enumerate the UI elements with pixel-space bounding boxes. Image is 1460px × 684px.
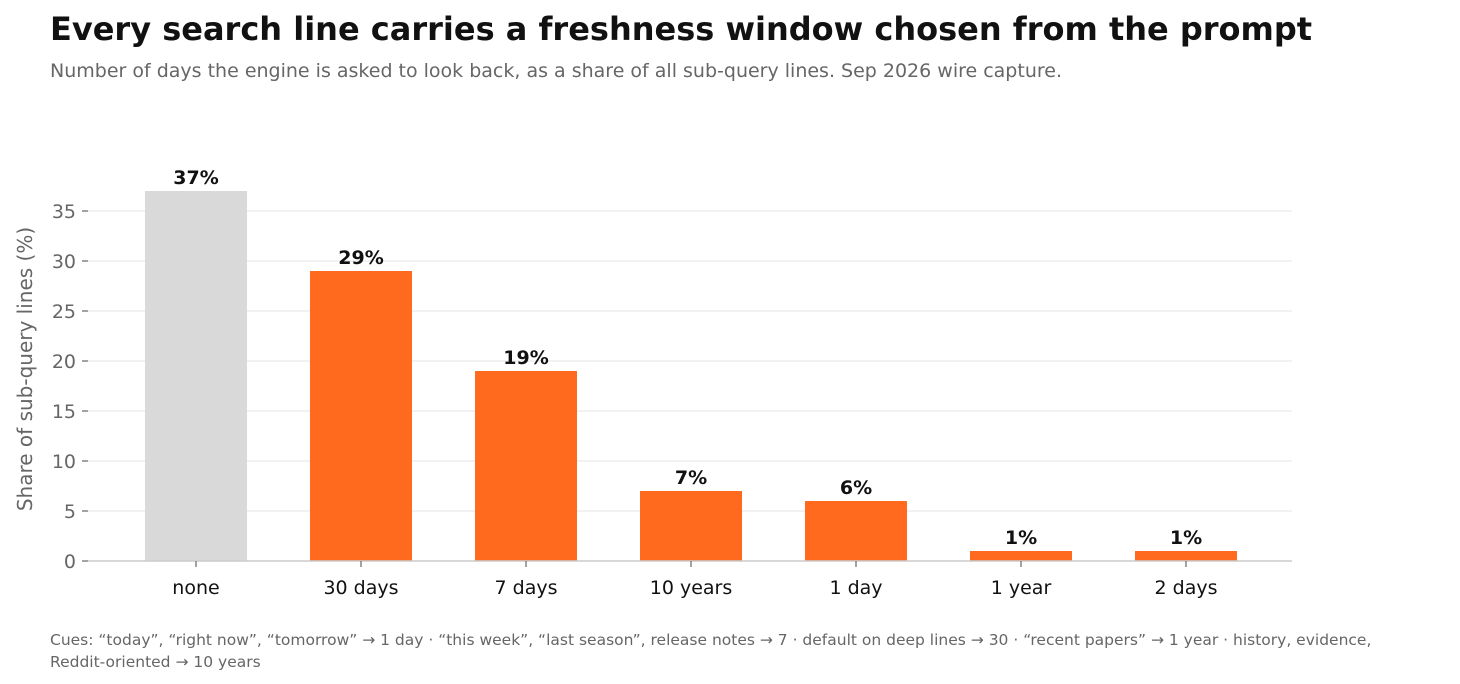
bars (145, 191, 1237, 561)
x-axis-ticks: none 30 days 7 days 10 years 1 day 1 year 2 da… (172, 561, 1217, 599)
chart-caption: Cues: “today”, “right now”, “tomorrow” →… (50, 631, 1372, 671)
bar-value-label: 19% (503, 347, 548, 369)
chart-title: Every search line carries a freshness wi… (50, 10, 1313, 48)
chart-subtitle: Number of days the engine is asked to lo… (50, 60, 1062, 82)
y-tick-label: 15 (52, 401, 76, 423)
y-tick-label: 10 (52, 451, 76, 473)
y-tick-label: 35 (52, 201, 76, 223)
x-tick-label: 7 days (495, 577, 558, 599)
gridlines (88, 210, 1292, 512)
x-tick-label: 10 years (650, 577, 733, 599)
y-tick-label: 25 (52, 301, 76, 323)
x-tick-label: none (172, 577, 219, 599)
bar-1-day (805, 501, 907, 561)
bar-30-days (310, 271, 412, 561)
bar-value-labels: 37% 29% 19% 7% 6% 1% 1% (173, 167, 1202, 549)
bar-2-days (1135, 551, 1237, 561)
x-tick-label: 1 day (829, 577, 882, 599)
x-tick-label: 1 year (991, 577, 1052, 599)
bar-7-days (475, 371, 577, 561)
bar-value-label: 29% (338, 247, 383, 269)
bar-value-label: 7% (675, 467, 707, 489)
bar-value-label: 1% (1005, 527, 1037, 549)
bar-1-year (970, 551, 1072, 561)
y-tick-label: 0 (64, 551, 76, 573)
bar-10-years (640, 491, 742, 561)
y-tick-label: 5 (64, 501, 76, 523)
bar-value-label: 37% (173, 167, 218, 189)
x-tick-label: 30 days (323, 577, 398, 599)
bar-value-label: 6% (840, 477, 872, 499)
y-axis-ticks: 0 5 10 15 20 25 30 35 (52, 201, 88, 573)
y-tick-label: 20 (52, 351, 76, 373)
y-tick-label: 30 (52, 251, 76, 273)
y-axis-title: Share of sub-query lines (%) (13, 227, 37, 511)
bar-value-label: 1% (1170, 527, 1202, 549)
bar-none (145, 191, 247, 561)
x-tick-label: 2 days (1155, 577, 1218, 599)
